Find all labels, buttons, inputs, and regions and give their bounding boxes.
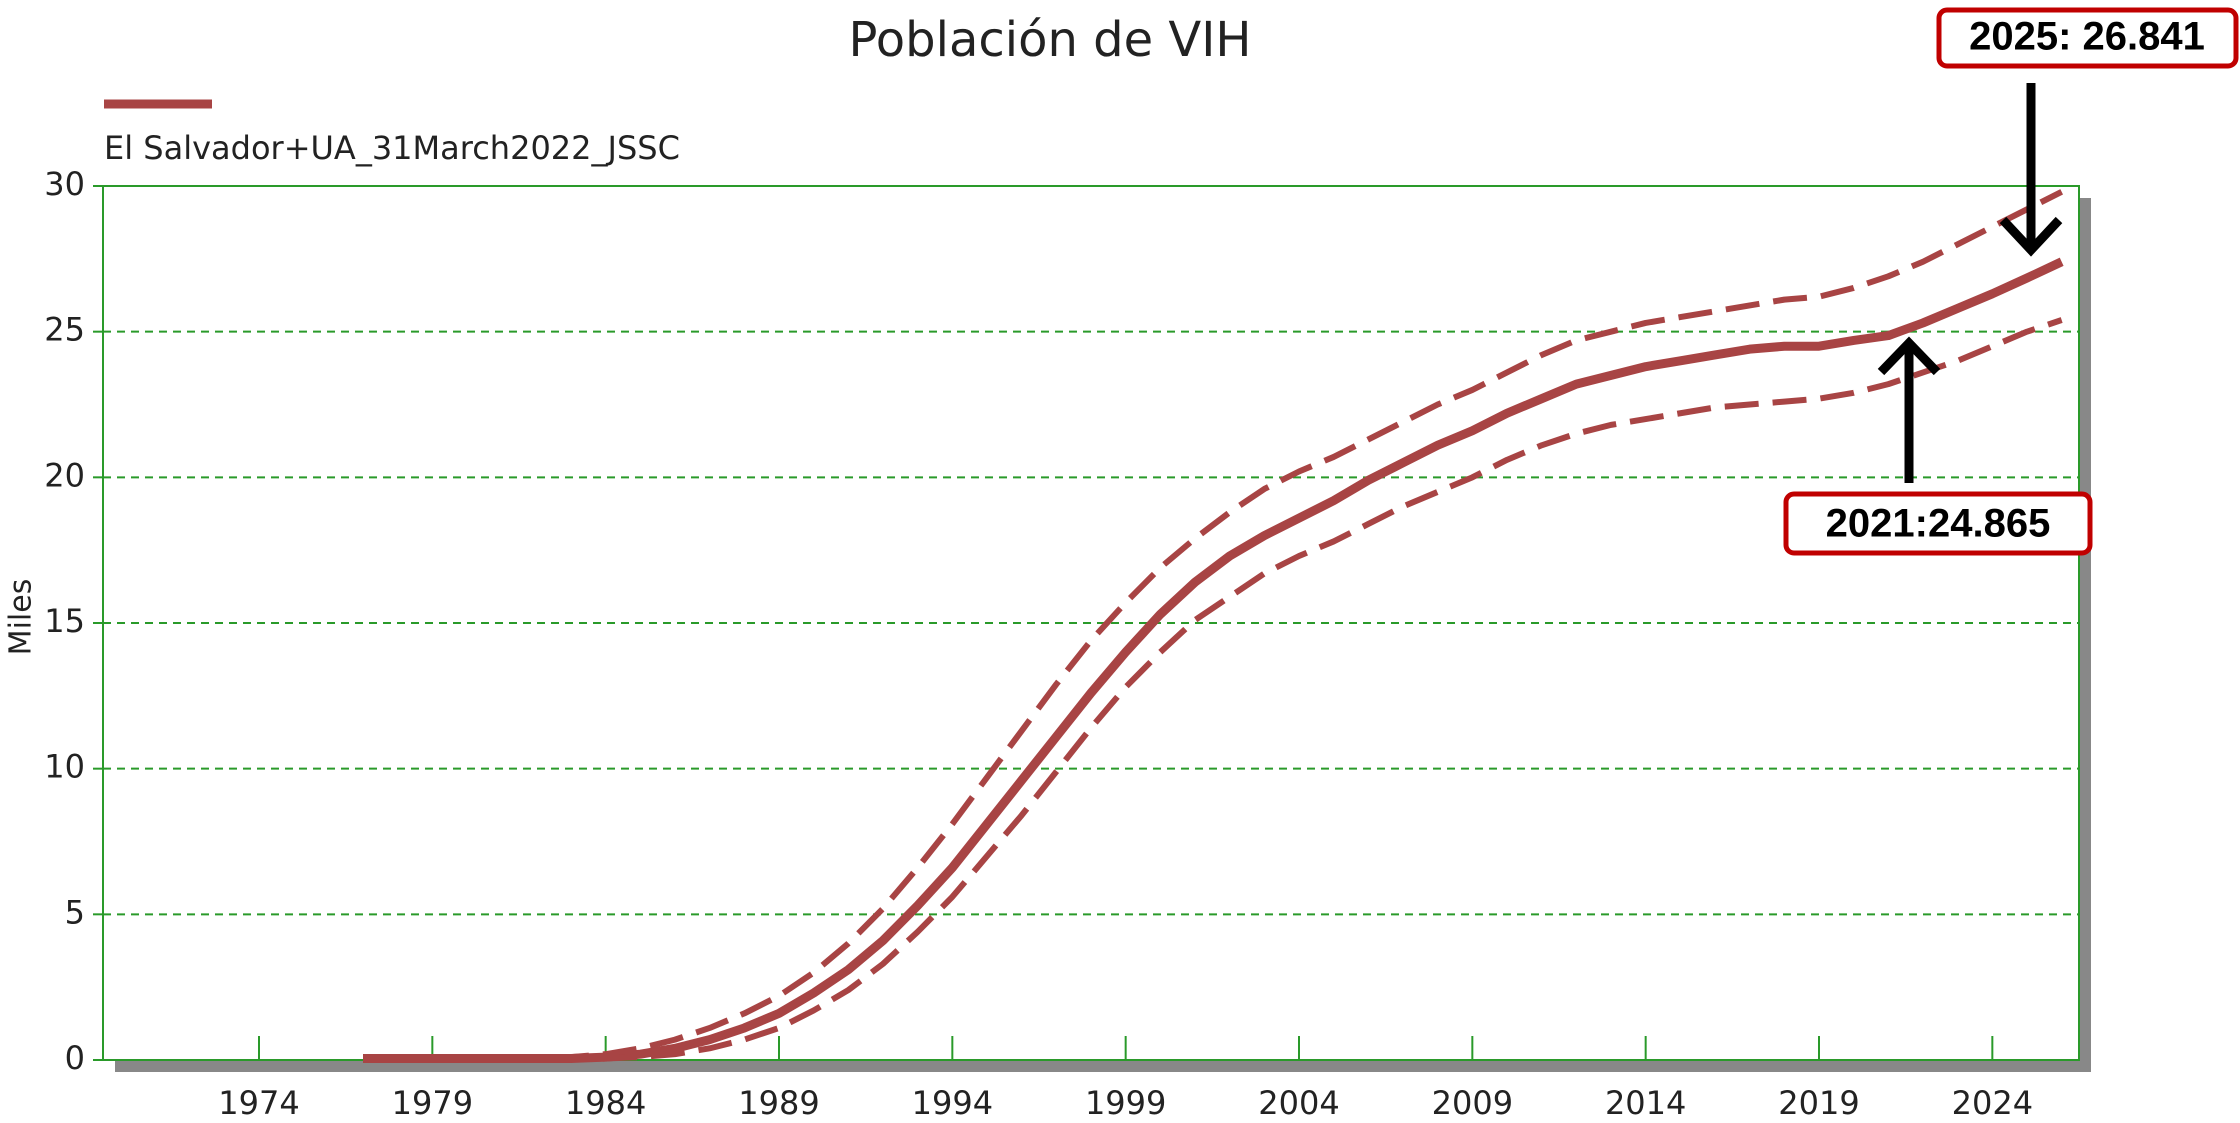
x-tick-label: 1974 — [218, 1084, 299, 1122]
y-tick-label: 25 — [44, 311, 85, 349]
y-tick-label: 0 — [65, 1039, 85, 1077]
x-tick-label: 2009 — [1432, 1084, 1513, 1122]
x-tick-label: 2024 — [1952, 1084, 2033, 1122]
x-tick-label: 2014 — [1605, 1084, 1686, 1122]
annotation-box — [1783, 491, 2093, 556]
chart-title: Población de VIH — [849, 12, 1252, 68]
x-tick-label: 2004 — [1258, 1084, 1339, 1122]
line-series — [363, 189, 2064, 1061]
x-tick-label: 1989 — [738, 1084, 819, 1122]
x-tick-label: 1994 — [912, 1084, 993, 1122]
y-tick-label: 5 — [65, 893, 85, 931]
x-tick-label: 1999 — [1085, 1084, 1166, 1122]
legend-label: El Salvador+UA_31March2022_JSSC — [104, 129, 680, 167]
y-tick-label: 10 — [44, 748, 85, 786]
y-tick-label: 20 — [44, 456, 85, 494]
annotation: 2021:24.865 — [1826, 502, 2051, 546]
annotation-box — [1936, 7, 2239, 69]
y-tick-label: 30 — [44, 165, 85, 203]
x-tick-label: 1984 — [565, 1084, 646, 1122]
arrow-head — [1999, 216, 2063, 257]
arrow-head — [1877, 336, 1941, 376]
line-series — [363, 317, 2063, 1063]
x-tick-label: 1979 — [392, 1084, 473, 1122]
y-axis-label: Miles — [4, 579, 39, 656]
annotation: 2025: 26.841 — [1969, 15, 2205, 59]
line-series — [363, 257, 2064, 1064]
y-tick-label: 15 — [44, 602, 85, 640]
x-tick-label: 2019 — [1778, 1084, 1859, 1122]
